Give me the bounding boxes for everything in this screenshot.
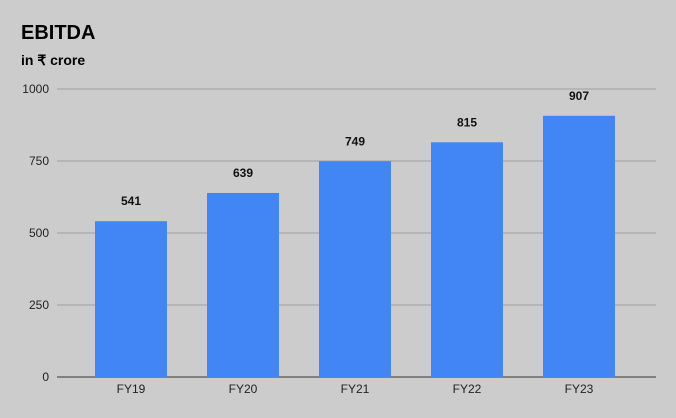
data-label: 815 (457, 115, 477, 129)
chart-subtitle: in ₹ crore (21, 52, 86, 68)
x-tick-label: FY20 (229, 382, 258, 396)
y-tick-label: 750 (29, 154, 49, 168)
y-tick-label: 1000 (22, 82, 49, 96)
bar-fy23 (543, 115, 615, 377)
y-tick-label: 250 (29, 298, 49, 312)
data-label: 639 (233, 166, 253, 180)
bar-fy19 (95, 221, 167, 377)
y-tick-label: 500 (29, 226, 49, 240)
x-tick-label: FY22 (453, 382, 482, 396)
data-label: 749 (345, 134, 365, 148)
data-label: 907 (569, 89, 589, 103)
x-tick-label: FY23 (565, 382, 594, 396)
x-tick-label: FY21 (341, 382, 370, 396)
y-tick-label: 0 (42, 370, 49, 384)
bar-fy22 (431, 142, 503, 377)
bar-fy20 (207, 192, 279, 377)
x-tick-label: FY19 (117, 382, 146, 396)
data-label: 541 (121, 194, 141, 208)
bar-fy21 (319, 161, 391, 377)
chart-title: EBITDA (21, 22, 96, 44)
